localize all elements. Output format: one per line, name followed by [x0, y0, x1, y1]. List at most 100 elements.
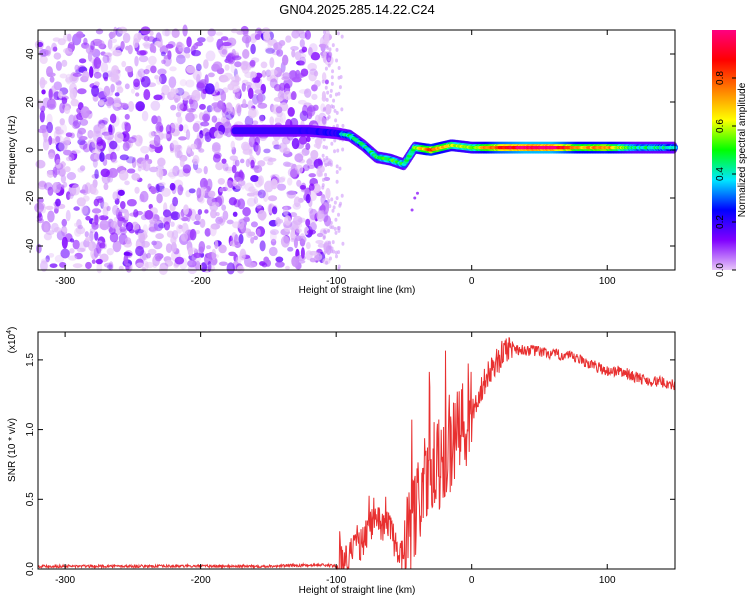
- spectrogram-noise-cell: [65, 209, 71, 222]
- spectrogram-noise-cell: [236, 104, 242, 117]
- spectrogram-noise-cell: [301, 46, 308, 53]
- spectrogram-noise-cell: [88, 241, 93, 251]
- spectrogram-noise-cell: [227, 177, 234, 189]
- spectrogram-noise-cell: [180, 232, 189, 242]
- spectrogram-noise-cell: [92, 158, 98, 168]
- spectrogram-noise-cell: [56, 183, 65, 190]
- spectrogram-noise-cell: [65, 132, 73, 138]
- spectrogram-noise-cell: [302, 164, 310, 172]
- spectrogram-noise-cell: [204, 209, 209, 214]
- spectrogram-noise-cell: [74, 252, 83, 260]
- spectrogram-noise-cell: [329, 88, 333, 93]
- spectrogram-noise-cell: [299, 110, 309, 122]
- spectrogram-noise-cell: [59, 118, 65, 126]
- spectrogram-noise-cell: [294, 51, 302, 61]
- spectrogram-noise-cell: [304, 88, 312, 98]
- spectrogram-noise-cell: [324, 33, 330, 45]
- spectrogram-noise-cell: [324, 79, 329, 85]
- y-tick-label: -40: [25, 238, 36, 253]
- spectrogram-noise-cell: [328, 245, 332, 250]
- spectrogram-noise-cell: [48, 252, 55, 258]
- spectrogram-noise-cell: [283, 90, 292, 101]
- spectrogram-noise-cell: [63, 181, 68, 188]
- spectrogram-noise-cell: [238, 169, 244, 180]
- spectrogram-noise-cell: [308, 173, 317, 178]
- spectrogram-noise-cell: [269, 230, 277, 243]
- spectrogram-noise-cell: [72, 120, 81, 128]
- spectrogram-noise-cell: [215, 31, 223, 36]
- spectrogram-noise-cell: [109, 232, 119, 243]
- spectrogram-noise-cell: [277, 177, 286, 183]
- spectrogram-noise-cell: [231, 48, 236, 58]
- spectrogram-noise-cell: [143, 43, 151, 49]
- spectrogram-noise-cell: [79, 165, 86, 172]
- spectrogram-noise-cell: [281, 54, 289, 66]
- x-tick-label: 100: [599, 575, 616, 586]
- spectrogram-noise-cell: [74, 64, 80, 72]
- spectrogram-noise-cell: [269, 57, 275, 69]
- spectrogram-noise-cell: [195, 213, 201, 222]
- spectrogram-noise-cell: [99, 242, 106, 249]
- x-tick-label: -200: [191, 575, 211, 586]
- spectrogram-noise-cell: [192, 154, 200, 166]
- spectrogram-noise-cell: [138, 55, 149, 63]
- spectrogram-noise-cell: [324, 85, 328, 90]
- spectrogram-noise-cell: [65, 156, 72, 162]
- spectrogram-noise-cell: [52, 181, 61, 194]
- spectrogram-noise-cell: [61, 218, 68, 227]
- spectrogram-noise-cell: [206, 178, 213, 191]
- spectrogram-noise-cell: [241, 251, 246, 258]
- spectrogram-noise-cell: [81, 205, 89, 215]
- spectrogram-noise-cell: [224, 166, 235, 171]
- spectrogram-noise-cell: [35, 159, 46, 169]
- spectrogram-noise-cell: [91, 259, 96, 264]
- spectrogram-noise-cell: [136, 50, 147, 56]
- spectrogram-noise-cell: [71, 149, 81, 154]
- spectrogram-noise-cell: [150, 100, 161, 111]
- spectrogram-noise-cell: [200, 79, 207, 84]
- spectrogram-noise-cell: [324, 44, 328, 49]
- spectrogram-noise-cell: [215, 162, 224, 171]
- y-tick-label: 0: [25, 147, 36, 153]
- spectrogram-noise-cell: [250, 82, 261, 90]
- spectrogram-noise-cell: [106, 248, 114, 256]
- spectrogram-noise-cell: [93, 56, 102, 69]
- spectrogram-noise-cell: [166, 216, 172, 221]
- spectrogram-noise-cell: [48, 88, 53, 100]
- colorbar: 0.0 0.2 0.4 0.6 0.8 Normalized spectral ampl…: [712, 30, 748, 277]
- spectrogram-noise-cell: [276, 183, 287, 191]
- spectrogram-noise-cell: [67, 255, 78, 261]
- spectrogram-noise-cell: [330, 141, 334, 146]
- spectrogram-noise-cell: [257, 209, 267, 221]
- spectrogram-noise-cell: [148, 226, 157, 232]
- colorbar-tick-label: 0.2: [715, 215, 726, 229]
- spectrogram-noise-cell: [243, 217, 250, 223]
- spectrogram-noise-cell: [275, 261, 285, 268]
- spectrogram-noise-cell: [332, 249, 336, 254]
- spectrogram-noise-cell: [274, 115, 284, 125]
- spectrogram-noise-cell: [286, 78, 293, 85]
- spectrogram-noise-cell: [171, 139, 179, 150]
- spectrogram-noise-cell: [321, 54, 325, 59]
- spectrogram-noise-cell: [220, 36, 229, 41]
- spectrogram-noise-cell: [53, 52, 62, 60]
- spectrogram-noise-cell: [232, 211, 238, 217]
- spectrogram-noise-cell: [118, 265, 124, 271]
- spectrogram-noise-cell: [93, 71, 102, 79]
- spectrogram-noise-cell: [336, 148, 340, 153]
- spectrogram-noise-cell: [299, 185, 307, 190]
- spectrogram-noise-cell: [111, 159, 118, 164]
- spectrogram-noise-cell: [321, 90, 326, 100]
- spectrogram-noise-cell: [308, 183, 315, 192]
- spectrogram-noise-cell: [161, 28, 171, 37]
- spectrogram-noise-cell: [170, 87, 175, 98]
- spectrogram-noise-cell: [327, 63, 331, 68]
- spectrogram-signal-speck: [410, 208, 414, 212]
- spectrogram-signal-speck: [413, 196, 417, 200]
- spectrogram-noise-cell: [237, 218, 245, 230]
- spectrogram-noise-cell: [206, 105, 213, 113]
- spectrogram-noise-cell: [77, 88, 87, 95]
- spectrogram-noise-cell: [310, 149, 319, 160]
- spectrogram-noise-cell: [156, 220, 163, 225]
- snr-y-ticks: 0.0 0.5 1.0 1.5: [25, 352, 675, 576]
